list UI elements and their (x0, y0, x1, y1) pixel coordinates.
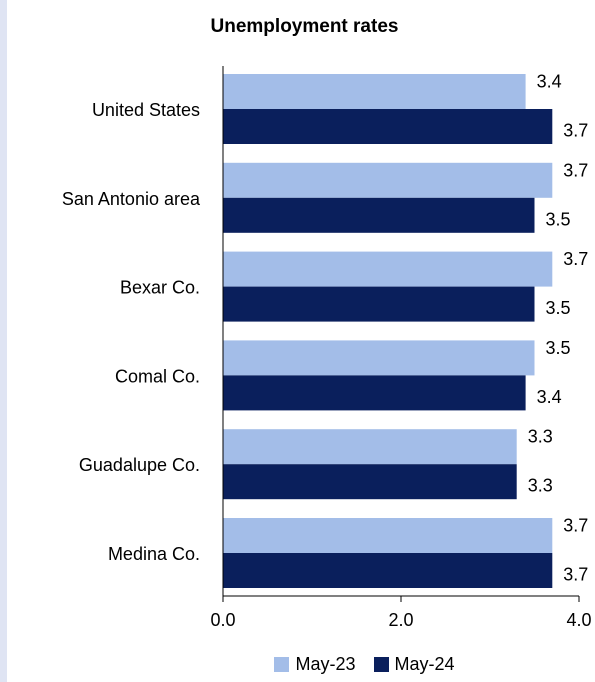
data-label-medina-co-may-23: 3.7 (563, 516, 588, 536)
bar-united-states-may-24 (223, 109, 553, 144)
data-label-san-antonio-area-may-23: 3.7 (563, 160, 588, 180)
legend-item-may-24: May-24 (373, 654, 455, 675)
category-label-bexar-co: Bexar Co. (120, 278, 200, 298)
bar-bexar-co-may-23 (223, 251, 553, 287)
data-label-medina-co-may-24: 3.7 (563, 565, 588, 585)
legend-swatch-may-24 (373, 657, 389, 672)
x-tick-label-2: 4.0 (566, 610, 591, 630)
data-label-united-states-may-24: 3.7 (563, 121, 588, 141)
bar-medina-co-may-24 (223, 553, 553, 588)
category-label-san-antonio-area: San Antonio area (62, 189, 201, 209)
bar-chart: United States 3.4 3.7 San Antonio area 3.7 3.… (62, 66, 592, 630)
legend-label-may-24: May-24 (394, 654, 455, 674)
category-label-comal-co: Comal Co. (115, 366, 200, 386)
legend-label-may-23: May-23 (295, 654, 356, 674)
bar-comal-co-may-24 (223, 375, 526, 411)
bar-comal-co-may-23 (223, 340, 535, 376)
x-tick-label-1: 2.0 (388, 610, 413, 630)
bar-bexar-co-may-24 (223, 286, 535, 322)
data-label-bexar-co-may-24: 3.5 (546, 298, 571, 318)
data-label-guadalupe-co-may-24: 3.3 (528, 476, 553, 496)
data-label-comal-co-may-23: 3.5 (546, 338, 571, 358)
category-label-guadalupe-co: Guadalupe Co. (79, 455, 200, 475)
data-label-guadalupe-co-may-23: 3.3 (528, 427, 553, 447)
legend-swatch-may-23 (274, 657, 290, 672)
bar-medina-co-may-23 (223, 518, 553, 553)
bar-guadalupe-co-may-24 (223, 464, 517, 500)
data-label-san-antonio-area-may-24: 3.5 (546, 209, 571, 229)
category-label-medina-co: Medina Co. (108, 544, 200, 564)
bar-united-states-may-23 (223, 74, 526, 109)
chart-title: Unemployment rates (210, 16, 399, 37)
legend-item-may-23: May-23 (274, 654, 356, 675)
category-label-united-states: United States (92, 100, 200, 120)
bar-san-antonio-area-may-24 (223, 197, 535, 233)
legend: May-23 May-24 (7, 654, 595, 675)
data-label-united-states-may-23: 3.4 (537, 72, 562, 92)
bar-san-antonio-area-may-23 (223, 162, 553, 198)
x-tick-label-0: 0.0 (210, 610, 235, 630)
data-label-bexar-co-may-23: 3.7 (563, 249, 588, 269)
bar-guadalupe-co-may-23 (223, 429, 517, 465)
data-label-comal-co-may-24: 3.4 (537, 387, 562, 407)
